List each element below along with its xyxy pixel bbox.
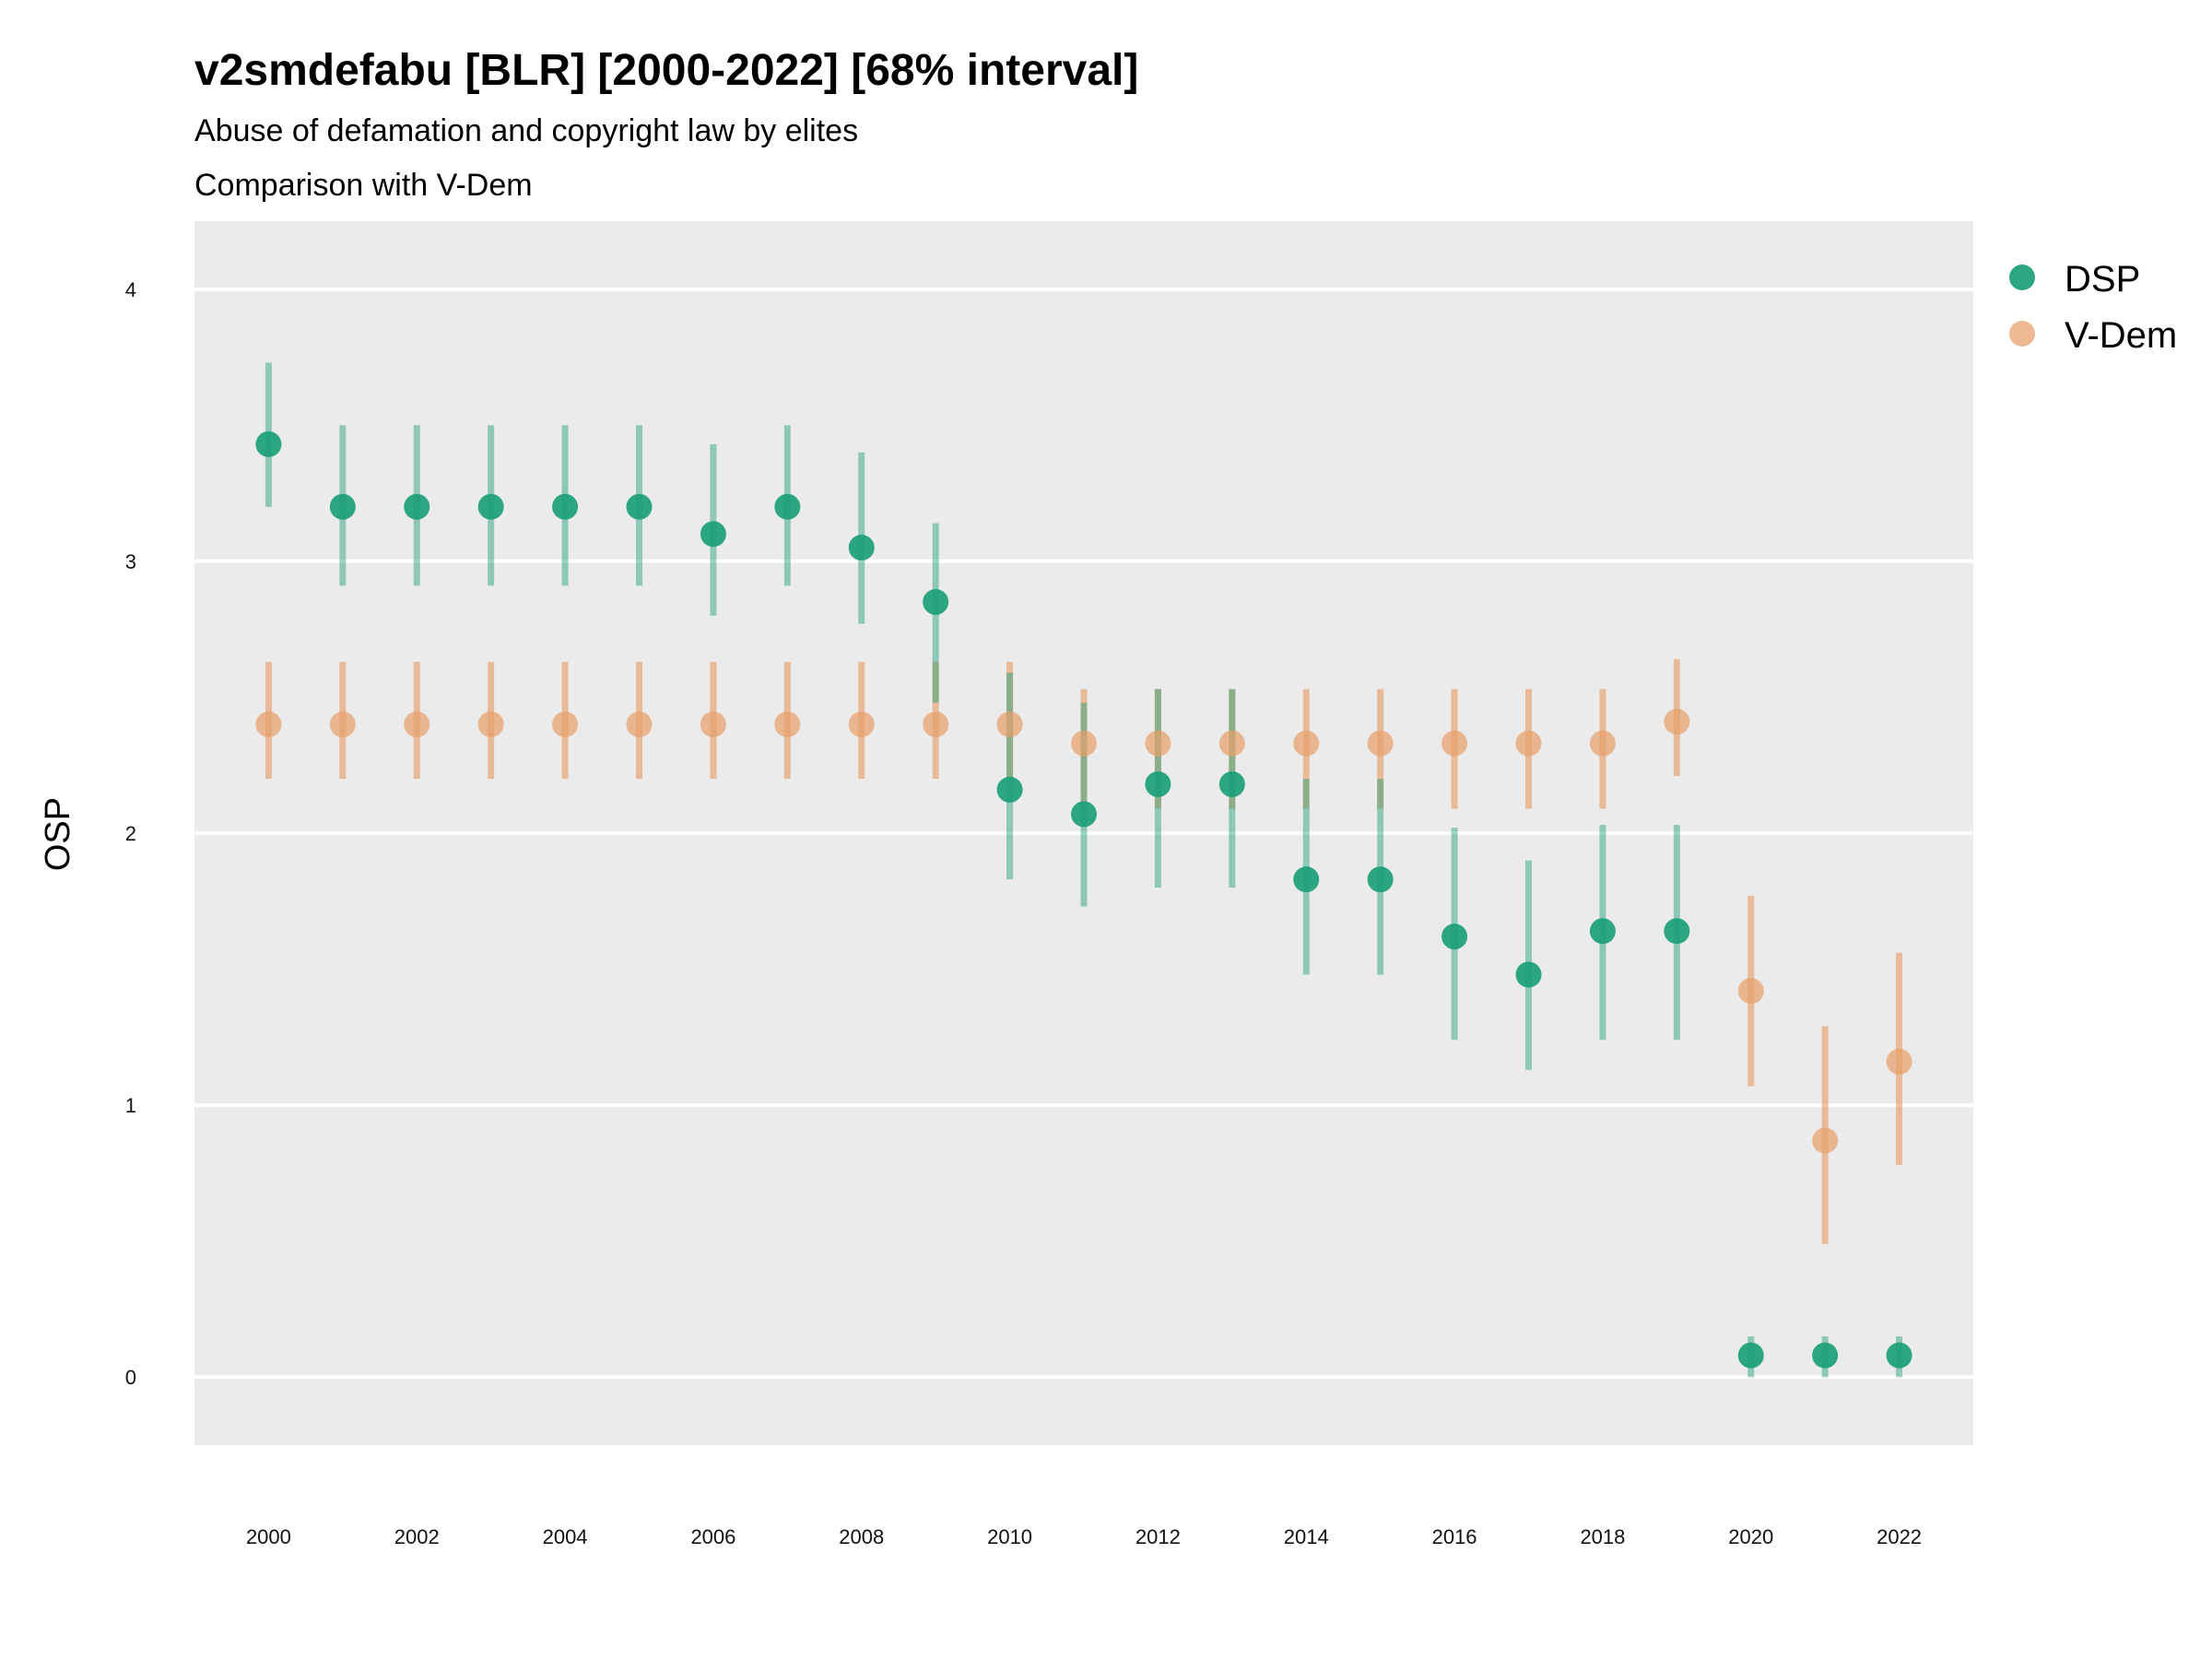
point-dsp (1515, 961, 1542, 988)
point-vdem (626, 711, 653, 737)
point-vdem (848, 711, 875, 737)
point-vdem (1515, 730, 1542, 757)
point-vdem (329, 711, 356, 737)
y-tick-label: 1 (125, 1094, 136, 1117)
point-dsp (477, 493, 504, 520)
point-vdem (404, 711, 430, 737)
chart-title: v2smdefabu [BLR] [2000-2022] [68% interv… (194, 46, 1138, 95)
points (255, 430, 1912, 1369)
point-dsp (255, 430, 282, 457)
point-dsp (774, 493, 801, 520)
point-vdem (700, 711, 726, 737)
y-tick-labels: 0 1 2 3 4 (125, 278, 136, 1389)
point-dsp (1737, 1342, 1764, 1369)
series-layer (255, 362, 1912, 1378)
point-dsp (1367, 866, 1394, 893)
legend: DSP V-Dem (2009, 259, 2177, 356)
point-vdem (1664, 709, 1690, 735)
point-dsp (996, 776, 1023, 803)
point-vdem (1367, 730, 1394, 757)
point-dsp (626, 493, 653, 520)
legend-key-vdem (2009, 321, 2035, 347)
point-vdem (1812, 1127, 1839, 1154)
y-tick-label: 4 (125, 278, 136, 301)
point-dsp (1145, 771, 1171, 797)
x-tick-label: 2006 (690, 1525, 735, 1548)
point-vdem (552, 711, 579, 737)
point-vdem (477, 711, 504, 737)
point-vdem (923, 711, 949, 737)
point-dsp (1664, 918, 1690, 945)
point-vdem (1589, 730, 1616, 757)
x-tick-labels: 2000 2002 2004 2006 2008 2010 2012 2014 2016 2018… (246, 1525, 1922, 1548)
x-tick-label: 2004 (543, 1525, 588, 1548)
x-tick-label: 2000 (246, 1525, 291, 1548)
point-vdem (255, 711, 282, 737)
point-dsp (1812, 1342, 1839, 1369)
x-tick-label: 2020 (1728, 1525, 1773, 1548)
point-dsp (923, 589, 949, 616)
point-dsp (700, 521, 726, 547)
x-tick-label: 2008 (839, 1525, 884, 1548)
point-vdem (1293, 730, 1320, 757)
x-tick-label: 2016 (1432, 1525, 1477, 1548)
y-axis-label: OSP (39, 797, 77, 871)
x-tick-label: 2002 (394, 1525, 440, 1548)
x-tick-label: 2022 (1877, 1525, 1922, 1548)
x-tick-label: 2018 (1580, 1525, 1625, 1548)
y-tick-label: 0 (125, 1366, 136, 1389)
point-vdem (1886, 1048, 1912, 1075)
grid-lines (194, 287, 1973, 1380)
point-dsp (1293, 866, 1320, 893)
point-dsp (1441, 924, 1468, 950)
point-vdem (1145, 730, 1171, 757)
point-vdem (1441, 730, 1468, 757)
point-vdem (1737, 978, 1764, 1005)
point-dsp (1071, 801, 1097, 828)
x-tick-label: 2010 (987, 1525, 1032, 1548)
x-tick-label: 2014 (1284, 1525, 1329, 1548)
point-vdem (996, 711, 1023, 737)
point-vdem (774, 711, 801, 737)
chart-subtitle-line-2: Comparison with V-Dem (194, 168, 533, 203)
chart-subtitle-line-1: Abuse of defamation and copyright law by… (194, 113, 858, 148)
point-dsp (404, 493, 430, 520)
y-tick-label: 3 (125, 550, 136, 573)
point-dsp (848, 535, 875, 561)
point-dsp (329, 493, 356, 520)
point-vdem (1071, 730, 1097, 757)
y-tick-label: 2 (125, 822, 136, 845)
point-dsp (1218, 771, 1245, 797)
legend-label-dsp: DSP (2065, 259, 2140, 300)
legend-key-dsp (2009, 265, 2035, 290)
legend-label-vdem: V-Dem (2065, 315, 2177, 356)
point-vdem (1218, 730, 1245, 757)
point-dsp (552, 493, 579, 520)
point-dsp (1589, 918, 1616, 945)
x-tick-label: 2012 (1135, 1525, 1181, 1548)
point-dsp (1886, 1342, 1912, 1369)
